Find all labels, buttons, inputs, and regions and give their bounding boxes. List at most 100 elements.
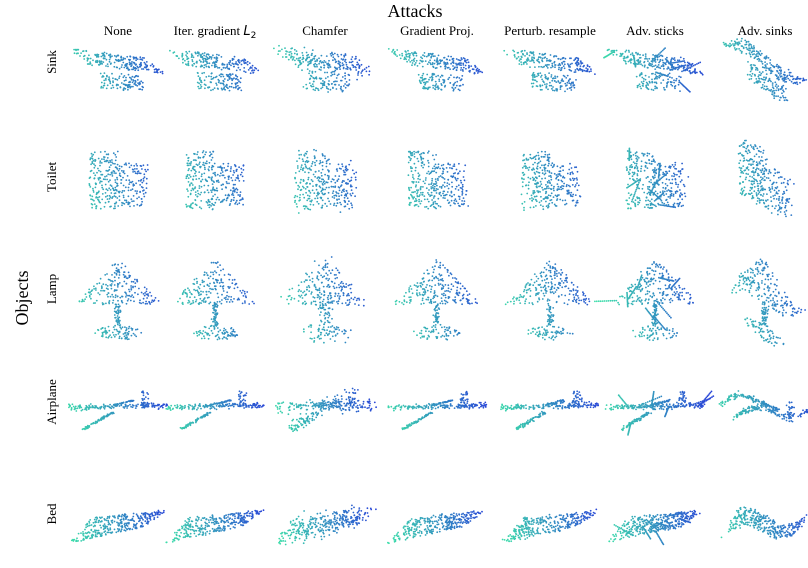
point — [311, 179, 313, 181]
point — [106, 88, 108, 90]
point — [544, 151, 546, 153]
point — [662, 182, 664, 184]
point — [328, 159, 330, 161]
point — [206, 163, 208, 165]
point — [535, 199, 537, 201]
point — [560, 85, 562, 87]
point — [681, 71, 683, 73]
point — [195, 178, 197, 180]
point — [109, 334, 111, 336]
point — [107, 195, 109, 197]
point — [284, 47, 286, 49]
point — [192, 179, 194, 181]
point — [527, 177, 529, 179]
point — [628, 207, 630, 209]
point — [534, 66, 536, 68]
point — [317, 88, 319, 90]
point — [90, 298, 92, 300]
point — [444, 178, 446, 180]
point — [542, 172, 544, 174]
point — [108, 181, 110, 183]
point — [315, 171, 317, 173]
point-cloud — [88, 151, 148, 210]
point — [535, 80, 537, 82]
point — [675, 182, 677, 184]
point — [224, 64, 226, 66]
point — [427, 198, 429, 200]
point — [114, 276, 116, 278]
point — [414, 191, 416, 193]
point — [474, 72, 476, 74]
point — [457, 178, 459, 180]
point — [344, 83, 346, 85]
point — [778, 172, 780, 174]
point — [330, 75, 332, 77]
point — [109, 179, 111, 181]
point — [779, 74, 781, 76]
point — [449, 82, 451, 84]
point — [666, 57, 668, 59]
point — [338, 56, 340, 58]
point — [424, 52, 426, 54]
point — [667, 185, 669, 187]
point — [347, 203, 349, 205]
point — [632, 172, 634, 174]
point — [123, 195, 125, 197]
point — [115, 56, 117, 58]
point — [557, 175, 559, 177]
point — [98, 158, 100, 160]
point — [338, 73, 340, 75]
point — [657, 193, 659, 195]
point — [76, 52, 78, 54]
point — [225, 186, 227, 188]
point — [641, 160, 643, 162]
point — [784, 71, 786, 73]
point — [312, 180, 314, 182]
point — [603, 57, 605, 59]
point — [530, 178, 532, 180]
point — [347, 192, 349, 194]
point — [309, 167, 311, 169]
point — [111, 161, 113, 163]
point — [394, 53, 396, 55]
point-cloud — [503, 50, 595, 93]
point — [776, 64, 778, 66]
point — [553, 62, 555, 64]
point — [454, 172, 456, 174]
point — [677, 184, 679, 186]
point — [93, 302, 95, 304]
point — [209, 62, 211, 64]
point — [199, 187, 201, 189]
point — [747, 145, 749, 147]
point — [314, 198, 316, 200]
point — [332, 87, 334, 89]
point — [320, 197, 322, 199]
point — [118, 312, 120, 314]
point — [102, 193, 104, 195]
point — [202, 61, 204, 63]
point — [678, 84, 680, 86]
point — [128, 179, 130, 181]
point — [647, 152, 649, 154]
point — [555, 77, 557, 79]
point — [570, 83, 572, 85]
point — [663, 205, 665, 207]
point — [448, 202, 450, 204]
point — [570, 70, 572, 72]
point — [105, 184, 107, 186]
point — [679, 189, 681, 191]
point — [324, 155, 326, 157]
point — [108, 169, 110, 171]
point — [127, 87, 129, 89]
point — [216, 190, 218, 192]
point — [759, 202, 761, 204]
point — [314, 164, 316, 166]
point — [541, 79, 543, 81]
point — [112, 300, 114, 302]
point — [155, 68, 157, 70]
point — [113, 66, 115, 68]
point — [154, 299, 156, 301]
point — [673, 195, 675, 197]
point-cloud — [388, 48, 483, 92]
point — [132, 286, 134, 288]
